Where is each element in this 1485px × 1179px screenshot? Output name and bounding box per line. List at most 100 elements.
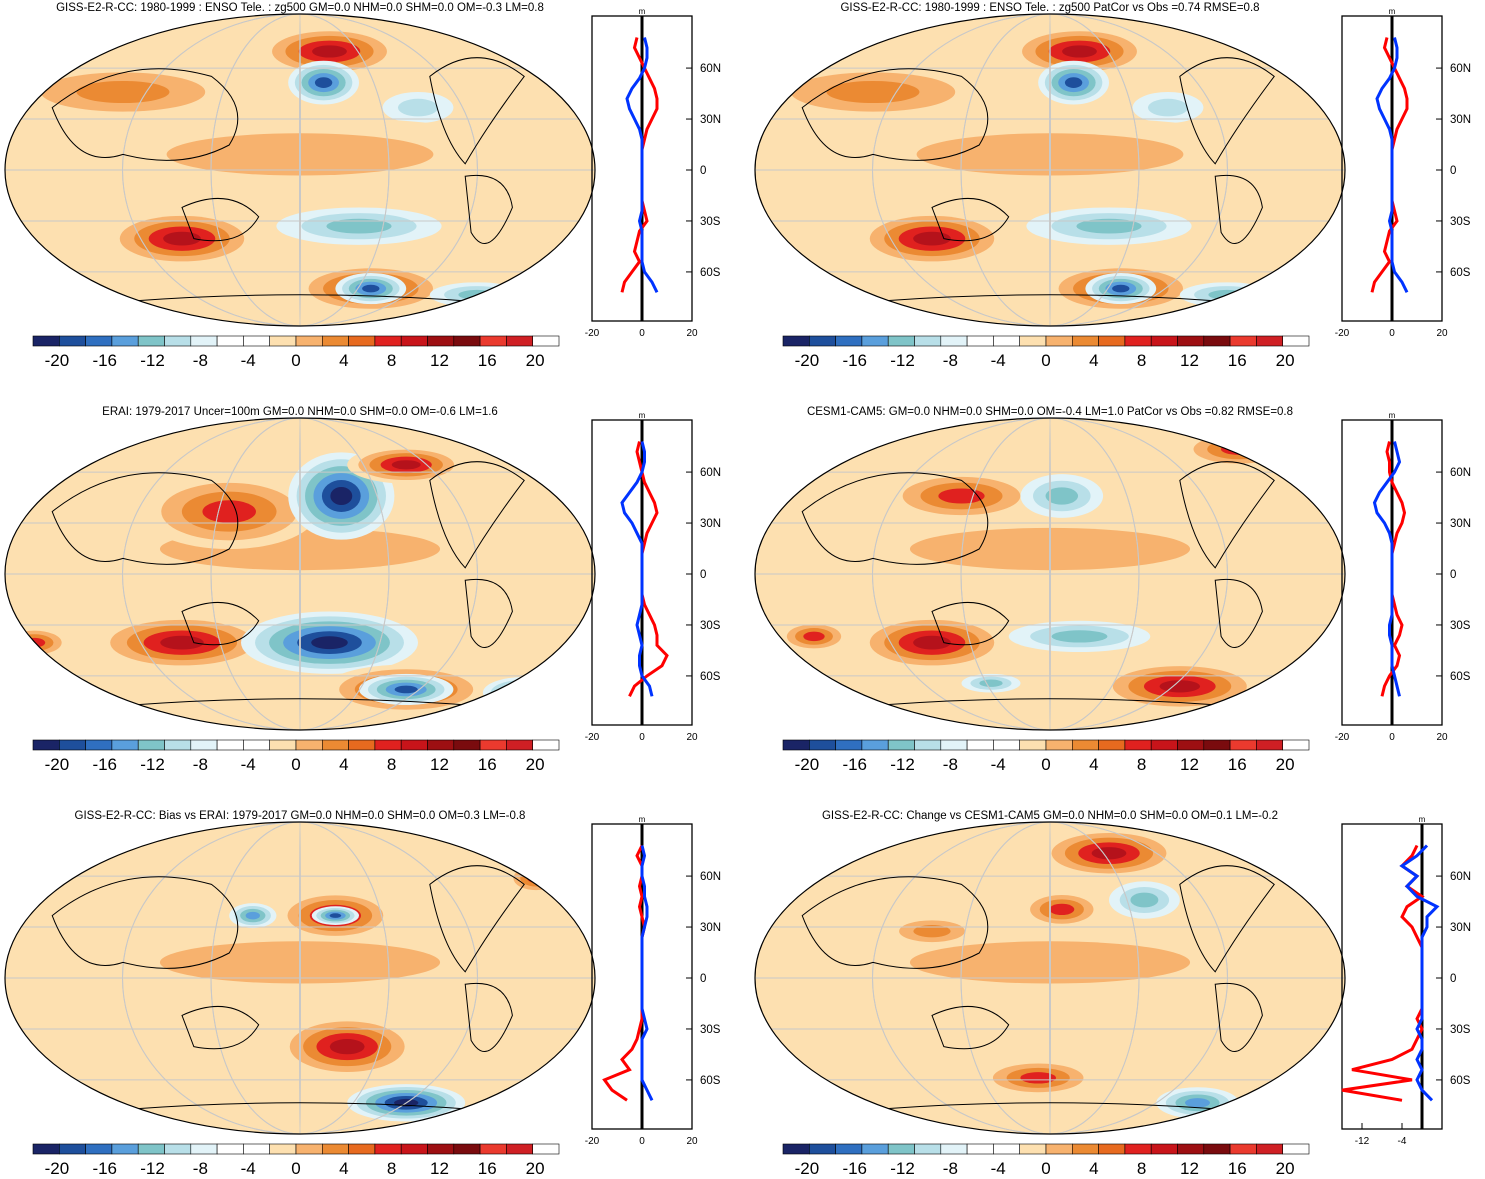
profile-xtick-label: -20	[1335, 328, 1350, 339]
colorbar-box	[295, 1143, 323, 1155]
colorbar-box	[479, 739, 507, 751]
colorbar-box	[321, 739, 349, 751]
profile-obs-line	[1372, 441, 1402, 697]
colorbar-label: 8	[387, 351, 396, 370]
colorbar-box	[1256, 739, 1284, 751]
colorbar-box	[532, 739, 560, 751]
colorbar-box	[32, 739, 60, 751]
colorbar-label: 4	[339, 1159, 348, 1178]
colorbar-box	[861, 739, 889, 751]
profile-lat-label: 0	[700, 569, 706, 581]
panel-title: GISS-E2-R-CC: 1980-1999 : ENSO Tele. : z…	[56, 2, 544, 14]
colorbar-label: -20	[795, 755, 820, 774]
colorbar-box	[532, 335, 560, 347]
colorbar-label: -8	[943, 1159, 958, 1178]
colorbar-label: 8	[387, 755, 396, 774]
colorbar-box	[321, 335, 349, 347]
colorbar-box	[243, 739, 270, 751]
colorbar-box	[914, 739, 942, 751]
profile-unit: m	[1419, 815, 1426, 824]
colorbar: -20 -16 -12 -8 -4 0 4 8 12 16 20	[782, 739, 1310, 774]
profile-lat-label: 30S	[1450, 620, 1471, 632]
coastline	[931, 601, 1010, 646]
panel-5: GISS-E2-R-CC: Bias vs ERAI: 1979-2017 GM…	[4, 810, 721, 1178]
profile-xtick-label: 20	[686, 1136, 698, 1147]
colorbar-box	[111, 739, 139, 751]
coastline	[464, 982, 513, 1052]
colorbar-box	[479, 1143, 507, 1155]
colorbar-label: -4	[991, 351, 1006, 370]
colorbar-box	[374, 739, 402, 751]
profile-xtick-label: 0	[1389, 328, 1395, 339]
map-border	[754, 821, 1346, 1135]
coastline	[429, 461, 525, 569]
colorbar-label: -12	[890, 1159, 915, 1178]
map-field	[755, 822, 1345, 1134]
coastline	[181, 601, 260, 646]
colorbar-label: -20	[795, 1159, 820, 1178]
profile-lat-label: 30N	[700, 922, 721, 934]
profile-lat-label: 30N	[700, 114, 721, 126]
colorbar-box	[835, 739, 863, 751]
colorbar-label: -20	[45, 755, 70, 774]
colorbar-label: 16	[478, 1159, 497, 1178]
map-border	[754, 417, 1346, 731]
profile-lat-label: 0	[700, 973, 706, 985]
map-field	[5, 14, 595, 326]
colorbar-box	[993, 739, 1021, 751]
coastline	[1179, 57, 1275, 165]
profile-lat-label: 60N	[1450, 63, 1471, 75]
panel-title: ERAI: 1979-2017 Uncer=100m GM=0.0 NHM=0.…	[102, 406, 498, 418]
profile-unit: m	[639, 7, 646, 16]
colorbar: -20 -16 -12 -8 -4 0 4 8 12 16 20	[782, 335, 1310, 370]
colorbar-label: 8	[1137, 351, 1146, 370]
colorbar-box	[400, 335, 428, 347]
profile-unit: m	[639, 411, 646, 420]
colorbar-label: 12	[1180, 755, 1199, 774]
colorbar-box	[427, 1143, 455, 1155]
colorbar-label: 20	[526, 755, 545, 774]
colorbar: -20 -16 -12 -8 -4 0 4 8 12 16 20	[32, 1143, 560, 1178]
colorbar-box	[887, 335, 915, 347]
profile-xtick-label: -20	[585, 732, 600, 743]
coastline	[801, 68, 989, 161]
map-field	[5, 418, 595, 730]
colorbar-box	[1203, 739, 1231, 751]
colorbar-box	[374, 335, 402, 347]
zonal-profile: -20 0 20 60N 30N 0 30S 60S m	[585, 815, 721, 1147]
colorbar-box	[216, 1143, 244, 1155]
colorbar-box	[348, 739, 376, 751]
profile-lat-label: 30S	[1450, 216, 1471, 228]
colorbar-box	[1150, 335, 1178, 347]
colorbar-box	[808, 1143, 836, 1155]
colorbar-box	[400, 1143, 428, 1155]
profile-lat-label: 60N	[1450, 467, 1471, 479]
profile-lat-label: 30N	[700, 518, 721, 530]
colorbar-label: 20	[526, 1159, 545, 1178]
profile-lat-label: 60S	[1450, 1075, 1471, 1087]
colorbar-box	[940, 335, 968, 347]
colorbar-box	[216, 335, 244, 347]
profile-unit: m	[1389, 411, 1396, 420]
colorbar-label: 16	[478, 755, 497, 774]
colorbar-box	[1203, 1143, 1231, 1155]
panel-title: GISS-E2-R-CC: Bias vs ERAI: 1979-2017 GM…	[75, 810, 526, 822]
colorbar-label: 0	[1041, 351, 1050, 370]
colorbar-label: -4	[991, 755, 1006, 774]
colorbar-box	[269, 739, 297, 751]
colorbar-box	[1282, 739, 1310, 751]
colorbar-label: -16	[92, 351, 117, 370]
zonal-profile: -20 0 20 60N 30N 0 30S 60S m	[585, 411, 721, 743]
colorbar-label: 0	[291, 351, 300, 370]
colorbar-label: 16	[1228, 755, 1247, 774]
colorbar-label: 4	[1089, 1159, 1098, 1178]
profile-lat-label: 60N	[700, 871, 721, 883]
colorbar-label: -16	[842, 351, 867, 370]
map-field	[5, 822, 595, 1134]
colorbar-label: 12	[1180, 1159, 1199, 1178]
colorbar-box	[427, 335, 455, 347]
colorbar-label: -8	[943, 351, 958, 370]
colorbar-label: -16	[842, 1159, 867, 1178]
colorbar-label: 4	[1089, 351, 1098, 370]
colorbar: -20 -16 -12 -8 -4 0 4 8 12 16 20	[782, 1143, 1310, 1178]
